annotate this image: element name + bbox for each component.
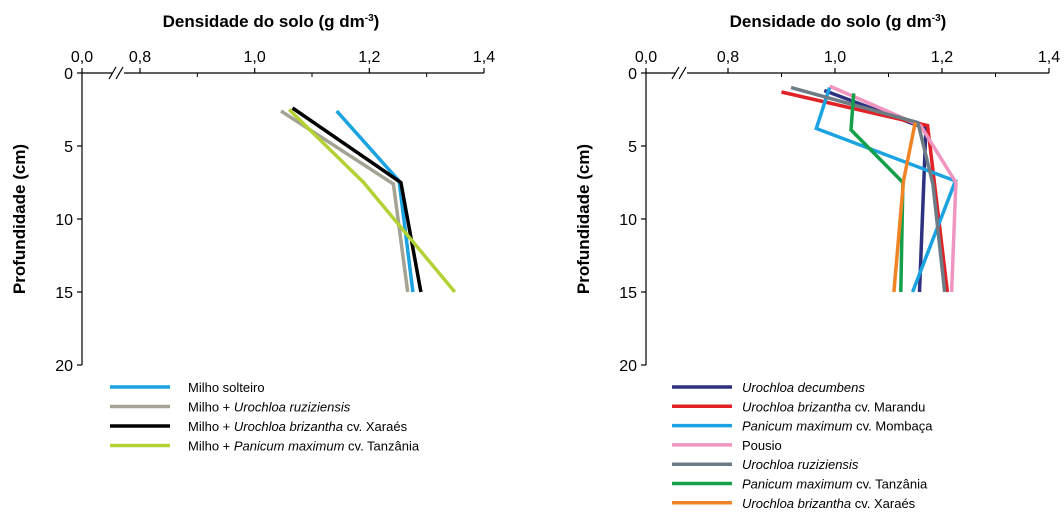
chart-title: Densidade do solo (g dm-3) (163, 12, 380, 31)
series-line (849, 93, 905, 293)
legend-label-part: cv. Xaraés (851, 496, 916, 511)
series-line (828, 84, 958, 293)
y-axis-label: Profundidade (cm) (574, 144, 593, 294)
y-tick-label: 10 (619, 212, 637, 229)
legend-label: Urochloa decumbens (742, 380, 865, 395)
chart-title-sup: -3 (932, 13, 941, 24)
x-tick-label: 1,2 (358, 49, 380, 66)
legend-label-part: Urochloa brizantha (742, 496, 851, 511)
legend-label-part: Urochloa decumbens (742, 380, 865, 395)
legend-label: Urochloa brizantha cv. Marandu (742, 399, 925, 414)
y-tick-label: 5 (64, 139, 73, 156)
series-line (781, 90, 950, 293)
legend-label-part: Urochloa brizantha (742, 399, 851, 414)
legend-label-part: Milho + (188, 439, 234, 454)
legend-label-part: cv. Xaraés (343, 419, 408, 434)
axis-break-slash (115, 66, 124, 80)
series-line (280, 109, 410, 293)
legend-label-part: Urochloa brizantha (234, 419, 343, 434)
legend-label-part: Panicum maximum (234, 439, 345, 454)
axis-break-gap (675, 71, 687, 75)
series-line (892, 122, 917, 293)
axis-break-slash (108, 66, 117, 80)
legend-label-part: Panicum maximum (742, 419, 853, 434)
chart-title-close: ) (941, 12, 947, 31)
x-tick-label: 0,0 (635, 49, 657, 66)
legend-label-part: Pousio (742, 438, 782, 453)
legend-label-part: cv. Mombaça (853, 419, 934, 434)
series-line (823, 88, 928, 293)
legend-label-part: Milho + (188, 419, 234, 434)
x-tick-label: 1,4 (1038, 49, 1060, 66)
legend-label-part: cv. Tanzânia (344, 439, 419, 454)
x-tick-label: 1,0 (244, 49, 266, 66)
legend-label: Milho solteiro (188, 380, 265, 395)
legend-label-part: Milho solteiro (188, 380, 265, 395)
chart-title: Densidade do solo (g dm-3) (730, 12, 947, 31)
axis-break-slash (671, 66, 680, 80)
axis-break-gap (112, 71, 124, 75)
series-line (335, 109, 415, 293)
x-tick-label: 0,8 (129, 49, 151, 66)
x-tick-label: 0,8 (717, 49, 739, 66)
legend-label-part: Urochloa ruziziensis (742, 457, 859, 472)
chart-panel-1: Densidade do solo (g dm-3) Profundidade (… (10, 12, 495, 454)
y-tick-label: 0 (64, 66, 73, 83)
legend-label-part: Urochloa ruziziensis (234, 400, 351, 415)
x-tick-label: 1,4 (473, 49, 495, 66)
y-tick-label: 10 (55, 212, 73, 229)
series-line (287, 108, 457, 294)
legend-label: Milho + Urochloa ruziziensis (188, 400, 351, 415)
chart-title-close: ) (374, 12, 380, 31)
x-tick-label: 0,0 (71, 49, 93, 66)
legend-label: Milho + Panicum maximum cv. Tanzânia (188, 439, 420, 454)
legend-label-part: Panicum maximum (742, 477, 853, 492)
chart-panel-2: Densidade do solo (g dm-3) Profundidade (… (574, 12, 1060, 511)
series-line (814, 87, 958, 293)
chart-title-sup: -3 (365, 13, 374, 24)
chart-title-main: Densidade do solo (g dm (163, 12, 365, 31)
x-tick-label: 1,0 (824, 49, 846, 66)
y-tick-label: 20 (55, 358, 73, 375)
legend-label: Pousio (742, 438, 782, 453)
y-tick-label: 20 (619, 358, 637, 375)
y-tick-label: 15 (619, 285, 637, 302)
legend-label: Urochloa ruziziensis (742, 457, 859, 472)
axis-break-slash (678, 66, 687, 80)
chart-title-main: Densidade do solo (g dm (730, 12, 932, 31)
y-tick-label: 5 (628, 139, 637, 156)
y-tick-label: 15 (55, 285, 73, 302)
legend-label-part: Milho + (188, 400, 234, 415)
legend-label: Panicum maximum cv. Mombaça (742, 419, 933, 434)
series-line (291, 106, 423, 293)
legend-label: Milho + Urochloa brizantha cv. Xaraés (188, 419, 408, 434)
x-tick-label: 1,2 (931, 49, 953, 66)
legend-label-part: cv. Tanzânia (853, 477, 928, 492)
y-axis-label: Profundidade (cm) (10, 144, 29, 294)
legend-label: Panicum maximum cv. Tanzânia (742, 477, 928, 492)
legend-label-part: cv. Marandu (851, 399, 925, 414)
legend-label: Urochloa brizantha cv. Xaraés (742, 496, 916, 511)
y-tick-label: 0 (628, 66, 637, 83)
